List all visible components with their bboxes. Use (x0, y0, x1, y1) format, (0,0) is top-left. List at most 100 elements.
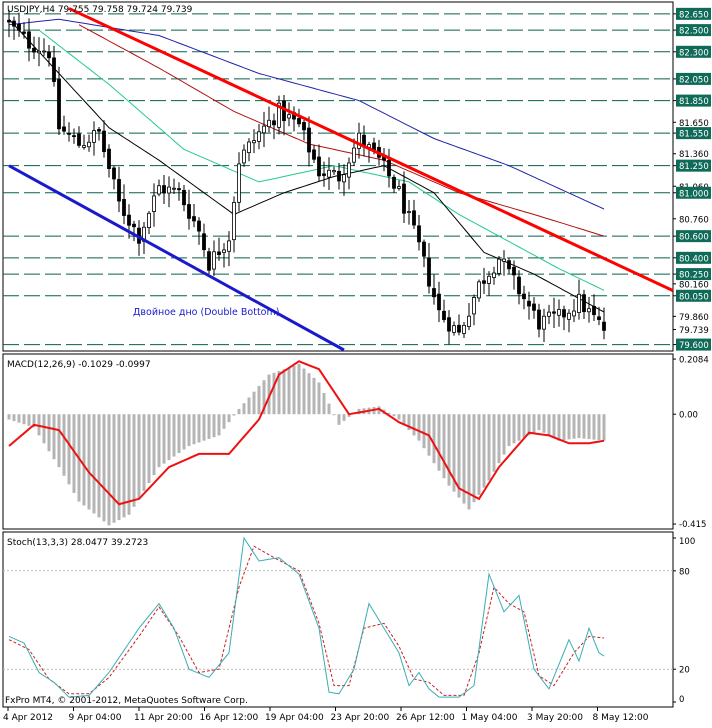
time-tick-label: 26 Apr 12:00 (396, 713, 455, 723)
macd-histogram-bar (447, 414, 451, 486)
macd-histogram-bar (197, 414, 201, 443)
macd-histogram-bar (62, 414, 66, 476)
macd-histogram-bar (497, 414, 501, 464)
macd-histogram-bar (292, 365, 296, 415)
macd-histogram-bar (97, 414, 101, 518)
price-tick-label: 80.050 (679, 292, 709, 302)
candle (442, 299, 446, 323)
macd-histogram-bar (552, 414, 556, 439)
time-tick-label: 3 May 20:00 (527, 713, 583, 723)
macd-histogram-bar (52, 414, 56, 460)
candle (172, 178, 176, 195)
macd-histogram-bar (137, 414, 141, 499)
macd-histogram-bar (507, 414, 511, 446)
macd-histogram-bar (7, 414, 11, 420)
candle (237, 152, 241, 212)
macd-histogram-bar (392, 414, 396, 417)
macd-histogram-bar (187, 414, 191, 446)
candle (52, 45, 56, 87)
macd-panel-frame (2, 353, 674, 530)
candle (462, 322, 466, 338)
level-price-box (676, 127, 711, 140)
candle (422, 239, 426, 268)
macd-histogram-bar (522, 414, 526, 439)
macd-histogram-bar (147, 414, 151, 484)
stoch-tick-label: 80 (679, 567, 690, 577)
macd-plot (7, 360, 606, 526)
macd-histogram-bar (162, 414, 166, 464)
candle (357, 122, 361, 159)
candle (112, 165, 116, 190)
candle (37, 37, 41, 67)
macd-histogram-bar (112, 414, 116, 523)
level-price-box (676, 72, 711, 85)
candle (467, 303, 471, 331)
macd-histogram-bar (387, 412, 391, 415)
candle (62, 115, 66, 135)
macd-histogram-bar (102, 414, 106, 522)
candle (497, 255, 501, 277)
macd-histogram-bar (117, 414, 121, 521)
macd-histogram-bar (67, 414, 71, 485)
candle (102, 120, 106, 158)
candle (337, 162, 341, 190)
macd-histogram-bar (512, 414, 516, 444)
macd-histogram-bar (287, 367, 291, 415)
candle (232, 196, 236, 253)
time-tick-label: 11 Apr 20:00 (134, 713, 193, 723)
macd-histogram-bar (322, 393, 326, 415)
level-price-box (676, 94, 711, 107)
macd-histogram-bar (342, 414, 346, 421)
price-tick-label: 80.600 (679, 233, 709, 243)
macd-histogram-bar (307, 373, 311, 415)
trendlines (8, 7, 674, 352)
ma-green-line (38, 29, 605, 291)
macd-histogram-bar (502, 414, 506, 455)
macd-histogram-bar (157, 414, 161, 468)
candle (17, 12, 21, 37)
candle (547, 304, 551, 325)
macd-histogram-bar (587, 414, 591, 440)
candle (502, 250, 506, 276)
price-tick-label: 80.160 (679, 280, 709, 290)
macd-histogram-bar (407, 414, 411, 431)
macd-histogram-bar (57, 414, 61, 468)
stoch-panel: 100 80 20 0 Stoch(13,3,3) 28.0477 39.2723 F… (2, 531, 695, 708)
macd-histogram-bar (37, 414, 41, 436)
macd-histogram-bar (442, 414, 446, 479)
macd-histogram-bar (12, 414, 16, 422)
macd-histogram-bar (602, 414, 606, 441)
candle (517, 270, 521, 305)
macd-histogram-bar (177, 414, 181, 454)
macd-histogram-bar (107, 414, 111, 526)
macd-histogram-bar (267, 374, 271, 415)
candle (427, 242, 431, 294)
price-tick-label: 81.250 (679, 162, 709, 172)
macd-histogram-bar (412, 414, 416, 436)
level-price-box (676, 268, 711, 281)
macd-histogram-bar (317, 382, 321, 415)
candle (522, 285, 526, 310)
candle (457, 314, 461, 336)
macd-histogram-bar (172, 414, 176, 457)
candle (212, 240, 216, 276)
macd-histogram-bar (207, 414, 211, 439)
macd-histogram-bar (272, 372, 276, 415)
candle (67, 122, 71, 142)
candle (307, 116, 311, 167)
candle (327, 157, 331, 191)
macd-histogram-bar (557, 414, 561, 441)
macd-histogram-bar (182, 414, 186, 450)
level-price-box (676, 338, 711, 351)
macd-histogram-bar (237, 408, 241, 415)
macd-histogram-bar (347, 414, 351, 417)
stoch-tick-label: 100 (679, 537, 695, 547)
candle (12, 16, 16, 40)
candle (527, 291, 531, 320)
macd-histogram-bar (227, 414, 231, 423)
macd-histogram-bar (222, 414, 226, 429)
stoch-main-line (8, 536, 605, 698)
macd-histogram-bar (82, 414, 86, 506)
macd-histogram-bar (257, 385, 261, 415)
price-panel: 82.650 82.500 82.300 82.050 81.850 81.65081.5… (2, 1, 711, 352)
